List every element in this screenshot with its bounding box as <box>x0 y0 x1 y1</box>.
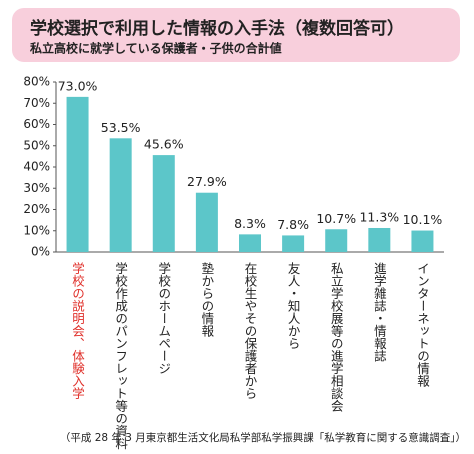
source-note: （平成 28 年 3 月東京都生活文化局私学部私学振興課「私学教育に関する意識調… <box>60 431 466 444</box>
y-tick-label: 0% <box>31 245 50 259</box>
y-tick-label: 50% <box>23 138 50 152</box>
y-tick-label: 60% <box>23 117 50 131</box>
y-tick-label: 20% <box>23 202 50 216</box>
bar <box>195 192 218 252</box>
y-tick-label: 10% <box>23 223 50 237</box>
value-label: 10.7% <box>316 211 356 226</box>
value-label: 8.3% <box>234 216 266 231</box>
value-label: 53.5% <box>101 120 141 135</box>
bar <box>66 96 89 252</box>
x-tick-label: 進学雑誌・情報誌 <box>372 262 387 362</box>
bar <box>109 138 132 252</box>
x-tick-label: 友人・知人から <box>286 262 301 350</box>
bar <box>368 227 391 252</box>
x-tick-label: 在校生やその保護者から <box>243 262 258 400</box>
bar <box>282 235 305 252</box>
y-tick-label: 70% <box>23 96 50 110</box>
value-label: 11.3% <box>359 209 399 224</box>
chart-subtitle: 私立高校に就学している保護者・子供の合計値 <box>29 41 282 56</box>
x-tick-label: 学校作成のパンフレット等の資料 <box>113 261 128 450</box>
value-label: 27.9% <box>187 174 227 189</box>
value-label: 10.1% <box>403 212 443 227</box>
y-tick-label: 30% <box>23 181 50 195</box>
bar <box>411 230 434 252</box>
bar <box>152 155 175 252</box>
title-box <box>12 8 460 62</box>
x-tick-label: 学校の説明会、体験入学 <box>70 261 85 400</box>
chart-title: 学校選択で利用した情報の入手法（複数回答可） <box>30 18 404 39</box>
y-tick-label: 40% <box>23 160 50 174</box>
x-tick-label: 私立学校展等の進学相談会 <box>329 262 344 413</box>
y-tick-label: 80% <box>23 75 50 89</box>
bar <box>325 229 348 252</box>
value-label: 7.8% <box>277 217 309 232</box>
value-label: 45.6% <box>144 137 184 152</box>
x-tick-label: 学校のホームページ <box>156 261 171 375</box>
bar <box>239 234 261 252</box>
x-tick-label: 塾からの情報 <box>199 261 214 338</box>
x-tick-label: インターネットの情報 <box>415 262 430 388</box>
value-label: 73.0% <box>58 78 98 93</box>
